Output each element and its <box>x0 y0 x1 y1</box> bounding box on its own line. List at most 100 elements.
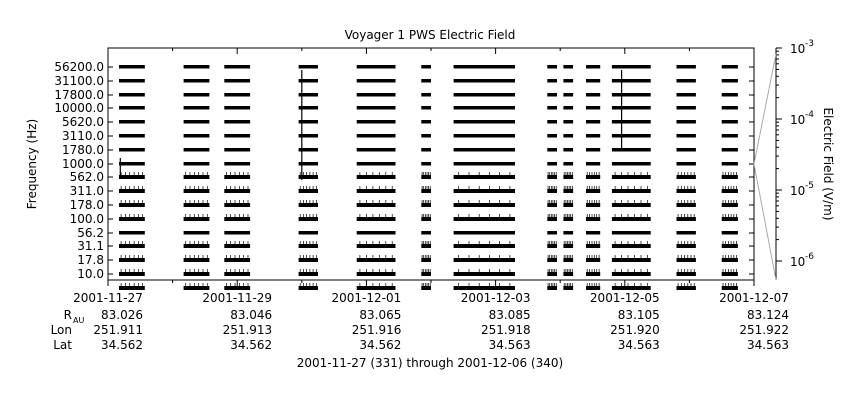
data-bar <box>183 162 210 166</box>
y-tick-label: 3110.0 <box>62 129 104 143</box>
data-bar <box>224 120 251 124</box>
data-bar <box>676 189 696 193</box>
data-bar <box>119 203 145 207</box>
data-bar <box>721 134 738 138</box>
data-bar <box>421 106 431 110</box>
data-bar <box>224 286 251 290</box>
data-bar <box>421 286 431 290</box>
ephemeris-value: 251.913 <box>223 323 273 337</box>
data-bar <box>119 134 145 138</box>
data-bar <box>676 244 696 248</box>
data-bar <box>356 79 396 83</box>
data-bar <box>453 258 515 262</box>
data-bar <box>563 272 574 276</box>
y2-axis-label: Electric Field (V/m) <box>821 107 835 220</box>
data-bar <box>547 217 557 221</box>
y-tick-label: 10000.0 <box>54 101 104 115</box>
data-bar <box>453 134 515 138</box>
data-bar <box>676 93 696 97</box>
data-bar <box>586 65 601 69</box>
data-bar <box>721 106 738 110</box>
data-bar <box>547 79 557 83</box>
data-bar <box>586 244 601 248</box>
data-bar <box>453 286 515 290</box>
data-bar <box>563 244 574 248</box>
data-bar <box>356 231 396 235</box>
data-bar <box>421 120 431 124</box>
data-bar <box>563 203 574 207</box>
ephemeris-value: 251.922 <box>739 323 789 337</box>
data-bar <box>721 231 738 235</box>
y-tick-label: 56200.0 <box>54 60 104 74</box>
chart-title: Voyager 1 PWS Electric Field <box>345 28 516 42</box>
data-bar <box>586 217 601 221</box>
ephemeris-label: Lat <box>53 338 72 352</box>
data-bar <box>356 286 396 290</box>
data-bar <box>119 120 145 124</box>
data-bar <box>611 148 651 152</box>
data-bar <box>119 244 145 248</box>
data-bar <box>547 203 557 207</box>
data-bar <box>547 244 557 248</box>
data-bar <box>356 203 396 207</box>
data-bar <box>421 65 431 69</box>
data-bar <box>676 217 696 221</box>
data-bar <box>224 79 251 83</box>
data-bar <box>421 217 431 221</box>
data-bar <box>676 106 696 110</box>
data-bar <box>547 231 557 235</box>
data-bar <box>421 231 431 235</box>
data-bar <box>183 203 210 207</box>
data-layer <box>119 65 738 290</box>
data-bar <box>611 162 651 166</box>
data-bar <box>183 134 210 138</box>
data-bar <box>453 65 515 69</box>
ephemeris-value: 251.911 <box>93 323 143 337</box>
data-bar <box>676 79 696 83</box>
data-bar <box>119 217 145 221</box>
x-axis-label: 2001-11-27 (331) through 2001-12-06 (340… <box>297 356 563 370</box>
data-bar <box>586 106 601 110</box>
data-bar <box>298 258 318 262</box>
data-bar <box>547 134 557 138</box>
data-bar <box>721 175 738 179</box>
data-bar <box>356 148 396 152</box>
data-bar <box>453 189 515 193</box>
data-bar <box>453 93 515 97</box>
data-bar <box>183 120 210 124</box>
data-bar <box>298 203 318 207</box>
data-bar <box>224 258 251 262</box>
data-bar <box>611 65 651 69</box>
x-tick-label: 2001-12-05 <box>590 291 660 305</box>
data-bar <box>356 93 396 97</box>
data-bar <box>611 93 651 97</box>
data-bar <box>421 258 431 262</box>
ephemeris-value: 34.563 <box>489 338 531 352</box>
data-bar <box>563 93 574 97</box>
data-bar <box>721 93 738 97</box>
data-bar <box>183 175 210 179</box>
data-bar <box>547 162 557 166</box>
data-bar <box>586 189 601 193</box>
data-bar <box>421 203 431 207</box>
data-bar <box>356 162 396 166</box>
data-bar <box>224 106 251 110</box>
data-bar <box>563 162 574 166</box>
data-bar <box>563 148 574 152</box>
x-tick-label: 2001-12-01 <box>332 291 402 305</box>
ephemeris-label: R <box>64 308 72 322</box>
data-bar <box>298 106 318 110</box>
data-bar <box>586 272 601 276</box>
data-bar <box>453 203 515 207</box>
data-bar <box>586 203 601 207</box>
ephemeris-value: 251.916 <box>352 323 402 337</box>
data-bar <box>547 272 557 276</box>
data-bar <box>676 286 696 290</box>
data-bar <box>356 65 396 69</box>
data-bar <box>676 148 696 152</box>
data-bar <box>119 286 145 290</box>
y2-tick-exponent: -3 <box>805 39 814 49</box>
y-axis-label: Frequency (Hz) <box>25 119 39 210</box>
y2-axis: 10-310-410-510-6 <box>753 39 814 281</box>
